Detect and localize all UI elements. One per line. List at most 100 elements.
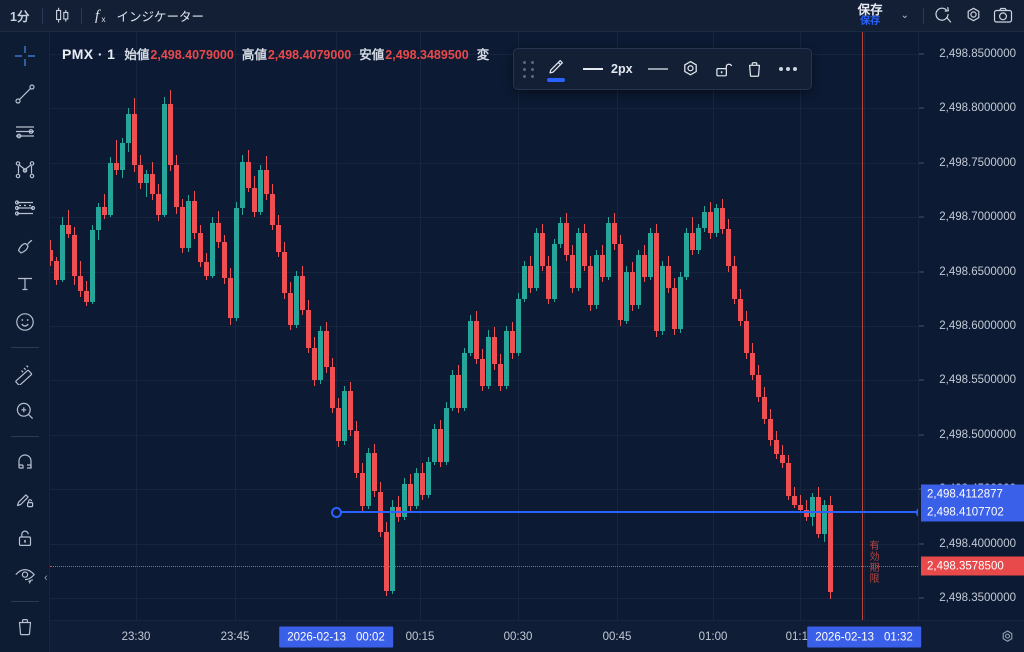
candle-body — [120, 143, 125, 171]
interval-selector[interactable]: 1分 — [10, 10, 30, 24]
candle-body — [624, 271, 629, 321]
line-style-icon[interactable] — [641, 53, 675, 85]
sidebar-item-lock-drawings-tool[interactable] — [6, 520, 44, 556]
time-badge-time: 01:32 — [884, 631, 913, 643]
candle-body — [696, 228, 701, 250]
candle-body — [426, 462, 431, 495]
gridline-vertical — [864, 32, 865, 620]
candle-body — [318, 331, 323, 381]
line-color-swatch[interactable] — [547, 78, 565, 82]
candle-body — [228, 278, 233, 319]
time-badge[interactable]: 2026-02-13 01:32 — [807, 626, 921, 648]
candle-body — [66, 224, 71, 235]
time-axis-tick: 23:45 — [220, 631, 250, 643]
time-badge[interactable]: 2026-02-13 00:02 — [279, 626, 393, 648]
pencil-icon[interactable] — [538, 53, 574, 85]
sidebar-item-horizontal-lines-tool[interactable] — [6, 114, 44, 150]
legend-symbol[interactable]: PMX · 1 — [62, 46, 116, 62]
candle-body — [582, 233, 587, 267]
candle-body — [432, 429, 437, 463]
candle-body — [108, 162, 113, 215]
sidebar-item-trend-line-tool[interactable] — [6, 76, 44, 112]
candle-body — [408, 483, 413, 506]
camera-icon[interactable] — [988, 3, 1018, 29]
candle-body — [252, 187, 257, 212]
candle-body — [372, 453, 377, 492]
drawing-properties-toolbar[interactable]: 2px — [513, 48, 812, 90]
gridline-horizontal — [50, 53, 918, 55]
price-axis-tick-mark — [919, 107, 924, 109]
candle-body — [564, 222, 569, 256]
top-toolbar: 1分 f x インジケーター 保存 保存 ⌄ — [0, 0, 1024, 32]
save-button[interactable]: 保存 保存 — [850, 3, 891, 28]
candle-wick — [116, 139, 117, 175]
sidebar-item-zoom-tool[interactable] — [6, 393, 44, 429]
time-badge-time: 00:02 — [356, 631, 385, 643]
sidebar-item-fib-tools[interactable] — [6, 190, 44, 226]
price-badge[interactable]: 2,498.4112877 — [921, 484, 1024, 504]
candle-wick — [800, 494, 801, 514]
toolbar-drag-handle[interactable] — [520, 57, 536, 81]
price-axis-tick: 2,498.6000000 — [939, 320, 1016, 332]
sidebar-item-crosshair-tool[interactable] — [6, 38, 44, 74]
line-width-button[interactable]: 2px — [574, 53, 641, 85]
candle-body — [222, 242, 227, 279]
price-axis[interactable]: 2,498.8500000 2,498.8000000 2,498.7500000 2… — [918, 32, 1024, 620]
candle-body — [336, 407, 341, 442]
price-axis-tick: 2,498.7500000 — [939, 156, 1016, 169]
indicators-button[interactable]: f x インジケーター — [86, 3, 213, 29]
indicators-label: インジケーター — [116, 10, 204, 24]
legend-truncated: 変 — [476, 48, 490, 62]
gear-icon[interactable] — [958, 3, 988, 29]
candle-body — [420, 473, 425, 495]
sidebar-item-text-tool[interactable] — [6, 266, 44, 302]
sidebar-item-pitchfork-tool[interactable] — [6, 152, 44, 188]
price-axis-tick: 2,498.8500000 — [939, 47, 1016, 60]
horizontal-trend-line[interactable] — [336, 511, 918, 513]
gridline-horizontal — [50, 326, 918, 327]
expiry-vertical-line[interactable] — [862, 32, 863, 620]
sidebar-item-measure-tool[interactable] — [6, 355, 44, 391]
candle-body — [756, 375, 761, 397]
candle-body — [498, 364, 503, 386]
price-axis-tick-mark — [919, 379, 924, 381]
time-axis-settings-icon[interactable] — [999, 629, 1016, 646]
candle-body — [690, 233, 695, 250]
unlock-icon[interactable] — [707, 53, 739, 85]
trash-icon[interactable] — [739, 53, 771, 85]
candle-body — [72, 234, 77, 276]
chart-plot-area[interactable]: 有効期限 PMX · 1 始値 2,498.4079000 高値 2,498.4… — [50, 32, 918, 620]
candle-body — [300, 275, 305, 310]
sidebar-item-brush-tool[interactable] — [6, 228, 44, 264]
sidebar-item-drawing-mode-tool[interactable] — [6, 482, 44, 518]
candle-body — [126, 113, 131, 144]
more-options-icon[interactable] — [771, 53, 805, 85]
candle-body — [240, 161, 245, 209]
candle-body — [558, 222, 563, 245]
candle-body — [768, 418, 773, 441]
price-badge[interactable]: 2,498.4107702 — [921, 502, 1024, 522]
trend-line-handle-right[interactable] — [915, 506, 918, 518]
trend-line-handle-left[interactable] — [330, 506, 342, 518]
price-axis-tick-mark — [919, 162, 924, 164]
sidebar-item-emoji-tool[interactable] — [6, 304, 44, 340]
price-badge[interactable]: 2,498.3578500 — [921, 556, 1024, 576]
time-axis[interactable]: 23:30 23:45 00:15 00:30 00:45 01:00 01:15 2026-… — [50, 620, 1024, 652]
time-axis-tick: 00:30 — [503, 631, 533, 643]
sidebar-collapse-button[interactable]: ‹ — [44, 572, 48, 584]
candle-body — [156, 194, 161, 215]
gear-icon[interactable] — [675, 53, 707, 85]
chevron-down-icon[interactable]: ⌄ — [900, 10, 909, 21]
replay-icon[interactable] — [928, 3, 958, 29]
sidebar-item-magnet-tool[interactable] — [6, 444, 44, 480]
sidebar-item-remove-drawings-tool[interactable] — [6, 609, 44, 645]
candle-body — [198, 233, 203, 262]
sidebar-item-hide-drawings-tool[interactable] — [6, 558, 44, 594]
candlestick-icon[interactable] — [47, 3, 77, 29]
candle-body — [474, 320, 479, 359]
candle-body — [816, 497, 821, 534]
gridline-vertical — [336, 32, 337, 620]
candle-body — [744, 320, 749, 354]
candle-body — [588, 266, 593, 306]
candle-body — [330, 367, 335, 408]
